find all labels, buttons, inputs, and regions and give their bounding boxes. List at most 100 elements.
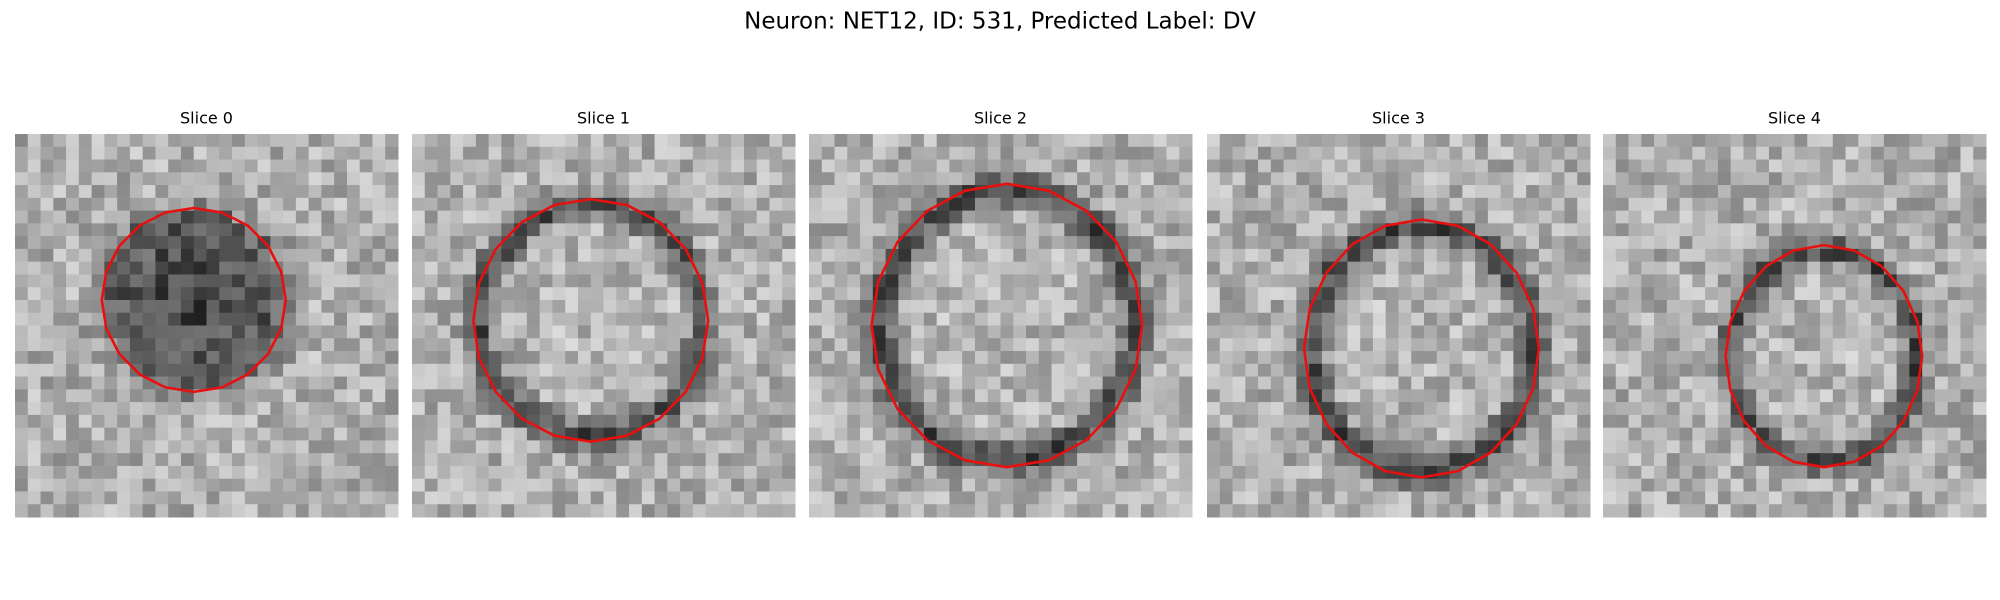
pixel xyxy=(1654,414,1668,429)
pixel xyxy=(1973,146,1987,161)
pixel xyxy=(1513,312,1527,326)
pixel xyxy=(1615,376,1630,390)
pixel xyxy=(1013,363,1027,378)
pixel xyxy=(616,248,630,263)
pixel xyxy=(885,274,899,288)
pixel xyxy=(1140,465,1155,480)
pixel xyxy=(463,287,477,301)
pixel xyxy=(1385,236,1399,250)
pixel xyxy=(1654,325,1668,339)
pixel xyxy=(1743,134,1757,148)
pixel xyxy=(667,312,681,326)
pixel xyxy=(180,159,195,173)
pixel xyxy=(359,491,373,505)
pixel xyxy=(488,351,502,365)
pixel xyxy=(1207,223,1221,237)
pixel xyxy=(1296,440,1310,454)
pixel xyxy=(53,236,67,250)
pixel xyxy=(1922,185,1936,199)
pixel xyxy=(1845,287,1859,301)
pixel xyxy=(590,210,604,224)
pixel xyxy=(168,414,182,429)
pixel xyxy=(1296,504,1310,518)
pixel xyxy=(1730,453,1744,467)
pixel xyxy=(1577,440,1591,454)
pixel xyxy=(1258,440,1272,454)
pixel xyxy=(1922,402,1936,416)
pixel xyxy=(1102,172,1116,186)
pixel xyxy=(1896,172,1910,186)
pixel xyxy=(412,236,426,250)
pixel xyxy=(1947,197,1961,212)
pixel xyxy=(1500,338,1514,352)
pixel xyxy=(1909,185,1923,199)
pixel xyxy=(1385,351,1399,365)
pixel xyxy=(911,146,925,161)
pixel xyxy=(1207,236,1221,250)
pixel xyxy=(821,261,836,275)
pixel xyxy=(1743,478,1757,492)
pixel xyxy=(526,236,541,250)
pixel xyxy=(629,478,643,492)
pixel xyxy=(1038,223,1053,237)
pixel xyxy=(1089,376,1104,390)
pixel xyxy=(27,478,42,492)
pixel xyxy=(898,274,912,288)
pixel xyxy=(40,172,54,186)
pixel xyxy=(1487,312,1502,326)
pixel xyxy=(1102,223,1116,237)
pixel xyxy=(1334,453,1348,467)
pixel xyxy=(232,453,246,467)
pixel xyxy=(1756,210,1770,224)
pixel xyxy=(450,351,464,365)
pixel xyxy=(168,299,182,314)
pixel xyxy=(1832,159,1847,173)
pixel xyxy=(1000,146,1014,161)
pixel xyxy=(463,134,477,148)
pixel xyxy=(1564,351,1578,365)
pixel xyxy=(1883,453,1898,467)
pixel xyxy=(1794,478,1808,492)
pixel xyxy=(1730,491,1744,505)
pixel xyxy=(1089,491,1104,505)
pixel xyxy=(1883,299,1898,314)
pixel xyxy=(488,261,502,275)
pixel xyxy=(1219,389,1234,403)
pixel xyxy=(1064,185,1078,199)
pixel xyxy=(539,338,553,352)
pixel xyxy=(1934,146,1949,161)
pixel xyxy=(641,159,656,173)
pixel xyxy=(1845,159,1859,173)
pixel xyxy=(1871,453,1885,467)
pixel xyxy=(641,312,656,326)
pixel xyxy=(295,146,310,161)
pixel xyxy=(1334,363,1348,378)
pixel xyxy=(1654,312,1668,326)
pixel xyxy=(1896,478,1910,492)
pixel xyxy=(577,223,592,237)
pixel xyxy=(1179,491,1193,505)
pixel xyxy=(450,414,464,429)
pixel xyxy=(756,453,770,467)
pixel xyxy=(743,312,758,326)
pixel xyxy=(1064,248,1078,263)
pixel xyxy=(1449,440,1463,454)
pixel xyxy=(78,159,93,173)
pixel xyxy=(731,363,745,378)
pixel xyxy=(66,478,80,492)
pixel xyxy=(27,453,42,467)
pixel xyxy=(514,172,528,186)
pixel xyxy=(1641,363,1655,378)
pixel xyxy=(359,465,373,480)
pixel xyxy=(91,146,105,161)
pixel xyxy=(1717,172,1732,186)
pixel xyxy=(1756,389,1770,403)
pixel xyxy=(1603,159,1617,173)
pixel xyxy=(1538,210,1553,224)
pixel xyxy=(1871,376,1885,390)
pixel xyxy=(346,465,361,480)
pixel xyxy=(1411,351,1425,365)
pixel xyxy=(1398,261,1412,275)
pixel xyxy=(834,172,848,186)
pixel xyxy=(1089,159,1104,173)
